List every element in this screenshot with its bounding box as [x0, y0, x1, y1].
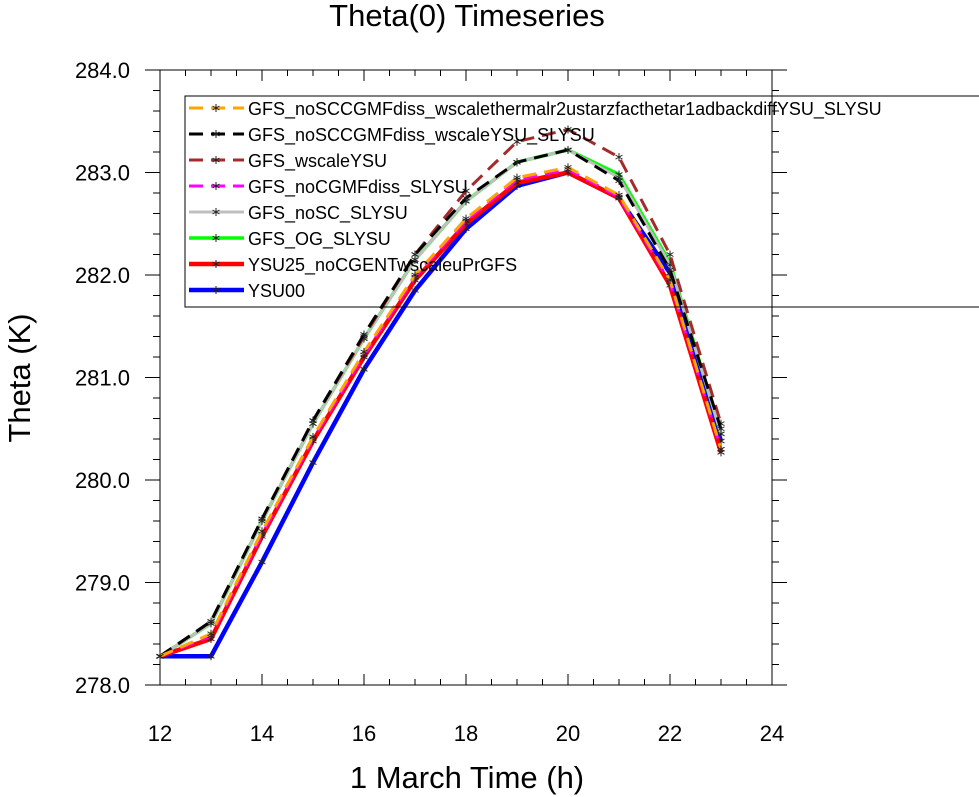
data-point	[717, 424, 725, 433]
data-point	[411, 286, 419, 295]
data-point	[360, 330, 368, 339]
legend-label: GFS_OG_SLYSU	[248, 229, 391, 250]
data-point	[513, 137, 521, 146]
series-layer	[156, 125, 725, 661]
legend: GFS_noSCCGMFdiss_wscalethermalr2ustarzfa…	[184, 95, 979, 308]
x-tick-label: 22	[658, 721, 682, 746]
data-point	[564, 125, 572, 134]
data-point	[411, 271, 419, 279]
legend-marker	[212, 156, 220, 164]
legend-marker	[212, 234, 220, 242]
series-line-GFS_noSCCGMFdiss_wscaleYSU_SLYSU	[159, 148, 723, 658]
data-point	[564, 145, 572, 154]
legend-label: GFS_wscaleYSU	[248, 151, 387, 172]
data-point	[207, 629, 215, 638]
legend-marker	[212, 104, 220, 112]
axis-layer: 12 14 16 18 20 22 24 278.0 279.0 280.0 281.0 282.0 2…	[75, 58, 787, 746]
legend-label: GFS_noSC_SLYSU	[248, 203, 408, 224]
data-point	[666, 276, 674, 285]
data-point	[666, 265, 674, 274]
y-tick-label: 282.0	[75, 263, 130, 288]
data-point	[309, 458, 317, 467]
data-point	[309, 432, 317, 441]
legend-label: YSU00	[248, 281, 305, 301]
legend-marker	[212, 182, 220, 190]
y-tick-label: 283.0	[75, 161, 130, 186]
legend-label: GFS_noCGMFdiss_SLYSU	[248, 177, 468, 198]
x-tick-label: 14	[250, 721, 274, 746]
x-axis-label: 1 March Time (h)	[350, 760, 584, 795]
data-point	[309, 416, 317, 425]
data-point	[462, 186, 470, 195]
y-tick-label: 284.0	[75, 58, 130, 83]
data-point	[615, 153, 623, 162]
legend-marker	[212, 130, 220, 138]
data-point	[717, 445, 725, 454]
y-tick-label: 279.0	[75, 571, 130, 596]
data-point	[462, 194, 470, 203]
data-point	[156, 652, 164, 661]
data-point	[615, 176, 623, 185]
x-tick-label: 18	[454, 721, 478, 746]
y-tick-label: 280.0	[75, 468, 130, 493]
data-point	[360, 347, 368, 356]
legend-box	[184, 95, 979, 308]
legend-marker	[212, 208, 220, 216]
data-point	[258, 527, 266, 536]
data-point	[207, 652, 215, 661]
data-point	[513, 158, 521, 167]
x-tick-label: 12	[148, 721, 172, 746]
legend-label: GFS_noSCCGMFdiss_wscalethermalr2ustarzfa…	[248, 99, 882, 120]
chart-title: Theta(0) Timeseries	[329, 0, 605, 33]
y-tick-label: 278.0	[75, 673, 130, 698]
data-point	[666, 250, 674, 259]
series-line-GFS_noSCCGMFdiss_wscalethermalr2ustarzfacthetar1adbackdiffYSU_SLYSU	[159, 165, 723, 658]
legend-label: GFS_noSCCGMFdiss_wscaleYSU_SLYSU	[248, 125, 595, 146]
x-tick-label: 24	[760, 721, 784, 746]
data-point	[564, 163, 572, 172]
data-point	[462, 214, 470, 223]
data-point	[258, 514, 266, 523]
legend-label: YSU25_noCGENTwscaleuPrGFS	[248, 255, 517, 276]
y-tick-label: 281.0	[75, 366, 130, 391]
data-point	[258, 558, 266, 566]
legend-marker	[212, 260, 220, 268]
data-point	[411, 250, 419, 259]
y-axis-label: Theta (K)	[2, 313, 37, 442]
data-point	[207, 617, 215, 626]
data-point	[513, 173, 521, 182]
x-tick-label: 20	[556, 721, 580, 746]
data-point	[615, 191, 623, 200]
x-tick-label: 16	[352, 721, 376, 746]
legend-marker	[212, 286, 220, 294]
data-point	[360, 365, 368, 374]
